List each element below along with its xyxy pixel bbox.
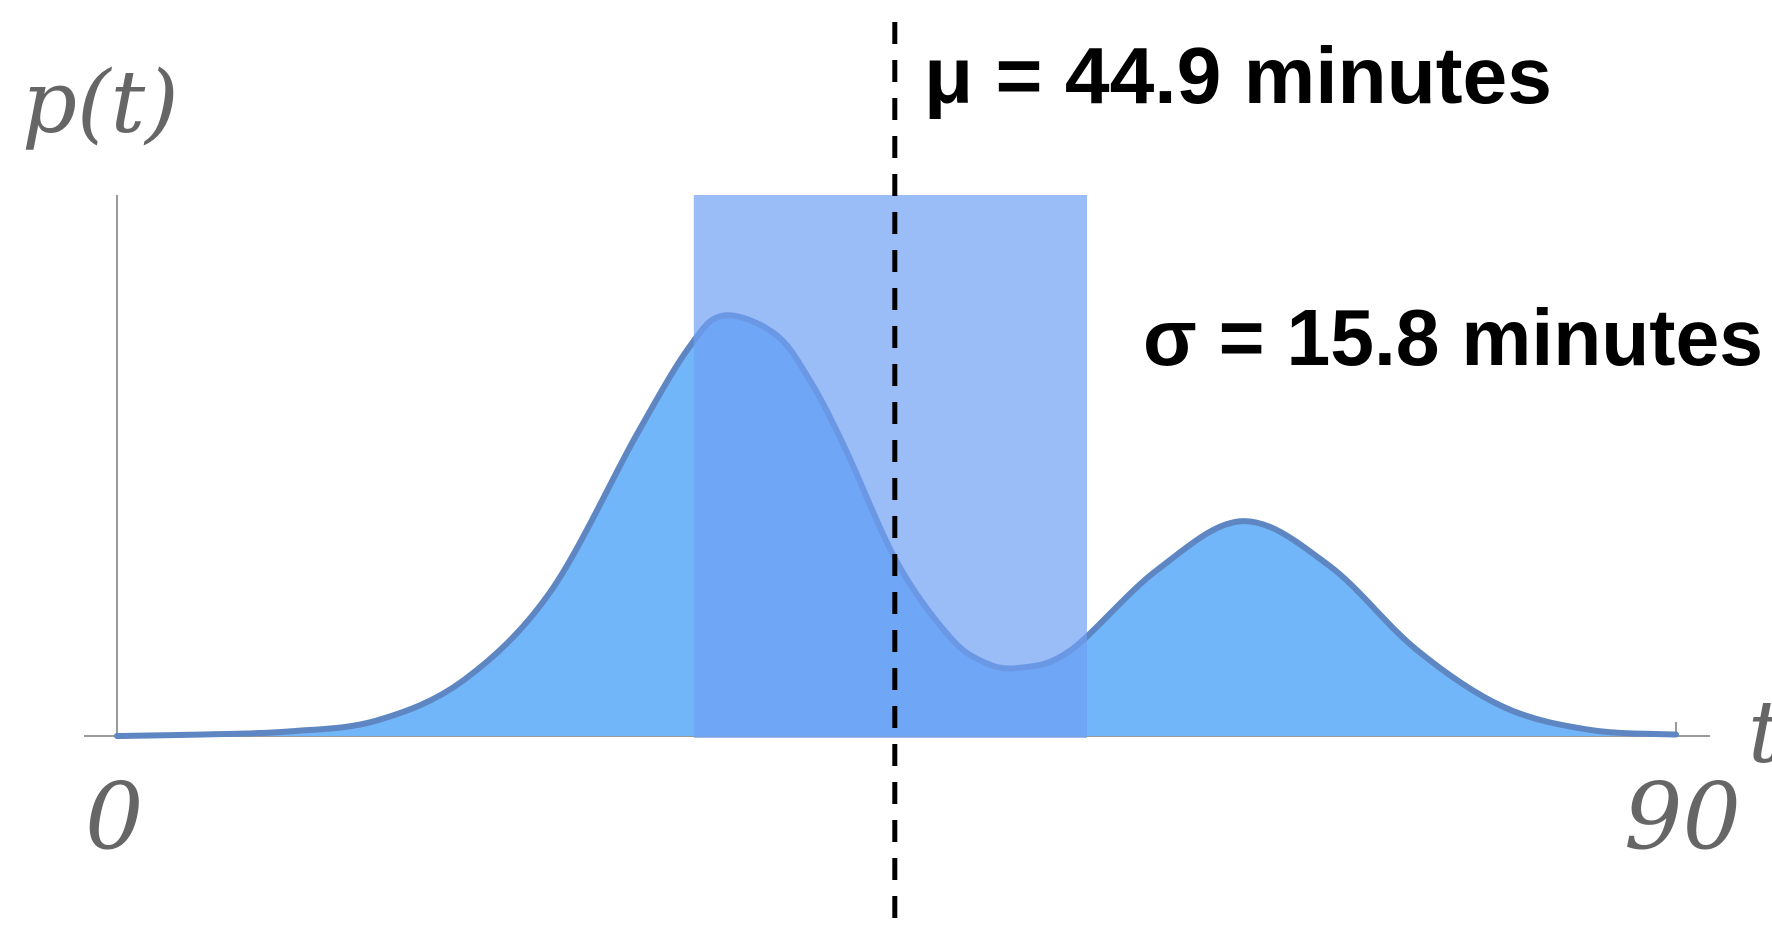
standard-deviation-band [693, 195, 1087, 738]
x-axis-label: t [1748, 683, 1772, 783]
mean-label: μ = 44.9 minutes [924, 31, 1552, 120]
density-area [117, 315, 1676, 736]
y-axis-label: p(t) [22, 53, 179, 153]
x-tick-label-90: 90 [1624, 763, 1741, 870]
x-tick-label-0: 0 [85, 763, 144, 870]
sd-label: σ = 15.8 minutes [1143, 293, 1763, 382]
